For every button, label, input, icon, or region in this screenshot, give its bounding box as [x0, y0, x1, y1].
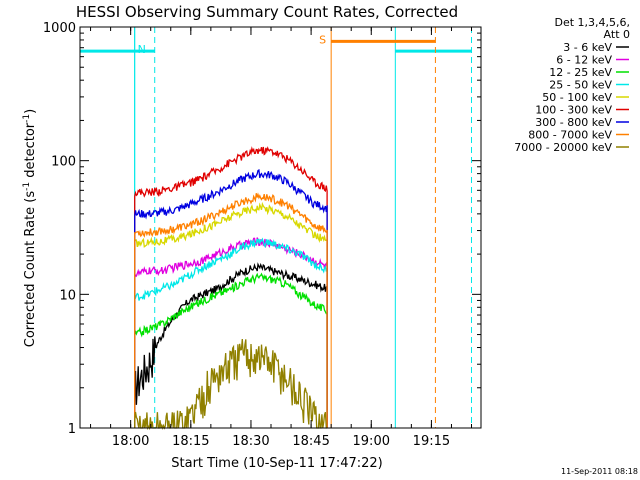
annotation-saa-label: S — [319, 33, 326, 46]
x-tick-label-2: 18:30 — [232, 434, 269, 449]
legend-label-7: 800 - 7000 keV — [528, 129, 612, 142]
legend-label-8: 7000 - 20000 keV — [514, 141, 612, 154]
chart-title: HESSI Observing Summary Count Rates, Cor… — [76, 3, 458, 21]
legend-label-2: 12 - 25 keV — [549, 66, 612, 79]
series-line-6 — [134, 168, 328, 428]
y-axis-title: Corrected Count Rate (s-1 detector-1) — [22, 109, 38, 347]
y-axis-title-suffix-exponent: -1 — [22, 114, 32, 123]
x-axis-title: Start Time (10-Sep-11 17:47:22) — [171, 456, 382, 471]
y-axis-title-close: ) — [23, 109, 38, 114]
y-tick-label-2: 100 — [51, 155, 76, 170]
axis-layer: 18:00 18:15 18:30 18:45 19:00 19:15 1 10 100 1000 — [43, 21, 481, 449]
legend-header-line-1: Det 1,3,4,5,6, — [554, 16, 630, 29]
series-line-8 — [134, 339, 328, 431]
plot-frame — [79, 26, 482, 429]
legend-label-4: 50 - 100 keV — [542, 91, 612, 104]
series-line-4 — [134, 201, 328, 428]
legend-label-5: 100 - 300 keV — [535, 104, 612, 117]
y-tick-label-3: 1000 — [43, 21, 76, 36]
legend-label-1: 6 - 12 keV — [556, 54, 612, 67]
series-line-1 — [134, 237, 328, 428]
legend-label-0: 3 - 6 keV — [563, 41, 612, 54]
annotation-night-label: N — [138, 43, 146, 56]
series-line-5 — [134, 146, 328, 428]
y-axis-title-suffix: detector — [23, 122, 38, 182]
x-tick-label-0: 18:00 — [112, 434, 149, 449]
y-tick-label-1: 10 — [59, 288, 76, 303]
x-tick-label-4: 19:00 — [353, 434, 390, 449]
series-layer — [134, 146, 328, 431]
x-tick-label-1: 18:15 — [172, 434, 209, 449]
series-line-7 — [134, 192, 328, 428]
timestamp: 11-Sep-2011 08:18 — [561, 467, 638, 476]
y-axis-title-exponent: -1 — [22, 182, 32, 191]
x-tick-label-5: 19:15 — [413, 434, 450, 449]
series-line-2 — [134, 272, 328, 428]
legend-label-3: 25 - 50 keV — [549, 79, 612, 92]
legend-label-6: 300 - 800 keV — [535, 116, 612, 129]
series-line-0 — [134, 262, 328, 428]
x-tick-label-3: 18:45 — [292, 434, 329, 449]
y-tick-label-0: 1 — [68, 422, 76, 437]
legend-header-line-2: Att 0 — [604, 28, 630, 41]
y-axis-title-main: Corrected Count Rate (s — [23, 191, 38, 348]
series-line-3 — [134, 237, 328, 428]
